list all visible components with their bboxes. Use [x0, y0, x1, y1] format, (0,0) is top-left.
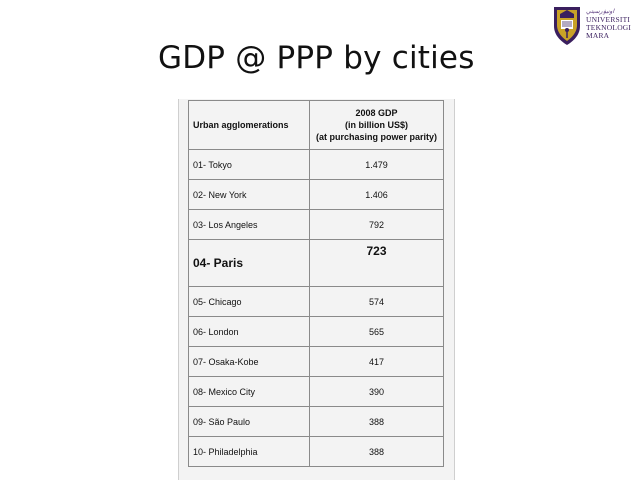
header-urban-agglomerations: Urban agglomerations: [188, 100, 310, 150]
gdp-table: Urban agglomerations 2008 GDP (in billio…: [188, 100, 444, 467]
table-image-panel: Urban agglomerations 2008 GDP (in billio…: [178, 99, 455, 480]
logo-line: UNIVERSITI: [586, 15, 631, 24]
city-cell: 06- London: [188, 316, 310, 347]
city-cell: 08- Mexico City: [188, 376, 310, 407]
header-gdp-line: 2008 GDP: [355, 108, 398, 118]
city-cell: 04- Paris: [188, 239, 310, 287]
city-cell: 10- Philadelphia: [188, 436, 310, 467]
header-gdp-line: (in billion US$): [345, 120, 408, 130]
table-row: 08- Mexico City 390: [188, 376, 444, 407]
table-row-highlighted: 04- Paris 723: [188, 239, 444, 287]
gdp-cell: 574: [309, 286, 444, 317]
header-gdp: 2008 GDP (in billion US$) (at purchasing…: [309, 100, 444, 150]
logo-script-text: اونيۏرسيتي: [586, 9, 615, 15]
city-cell: 09- São Paulo: [188, 406, 310, 437]
logo-text: اونيۏرسيتي UNIVERSITI TEKNOLOGI MARA: [586, 8, 631, 40]
table-row: 02- New York 1.406: [188, 179, 444, 210]
table-header-row: Urban agglomerations 2008 GDP (in billio…: [188, 100, 444, 150]
table-row: 01- Tokyo 1.479: [188, 149, 444, 180]
table-row: 05- Chicago 574: [188, 286, 444, 317]
gdp-cell: 388: [309, 406, 444, 437]
gdp-cell: 565: [309, 316, 444, 347]
table-row: 06- London 565: [188, 316, 444, 347]
gdp-cell: 1.479: [309, 149, 444, 180]
table-row: 09- São Paulo 388: [188, 406, 444, 437]
city-cell: 05- Chicago: [188, 286, 310, 317]
logo-line: TEKNOLOGI: [586, 23, 632, 32]
table-row: 10- Philadelphia 388: [188, 436, 444, 467]
crest-icon: [554, 7, 580, 45]
university-logo: اونيۏرسيتي UNIVERSITI TEKNOLOGI MARA: [552, 4, 636, 50]
gdp-cell: 388: [309, 436, 444, 467]
gdp-cell: 417: [309, 346, 444, 377]
gdp-cell: 792: [309, 209, 444, 240]
city-cell: 03- Los Angeles: [188, 209, 310, 240]
gdp-cell: 390: [309, 376, 444, 407]
gdp-cell: 723: [309, 239, 444, 287]
gdp-cell: 1.406: [309, 179, 444, 210]
city-cell: 01- Tokyo: [188, 149, 310, 180]
city-cell: 07- Osaka-Kobe: [188, 346, 310, 377]
city-cell: 02- New York: [188, 179, 310, 210]
logo-line: MARA: [586, 31, 610, 40]
table-row: 07- Osaka-Kobe 417: [188, 346, 444, 377]
slide-title: GDP @ PPP by cities: [158, 40, 475, 76]
header-gdp-line: (at purchasing power parity): [315, 132, 438, 142]
table-row: 03- Los Angeles 792: [188, 209, 444, 240]
